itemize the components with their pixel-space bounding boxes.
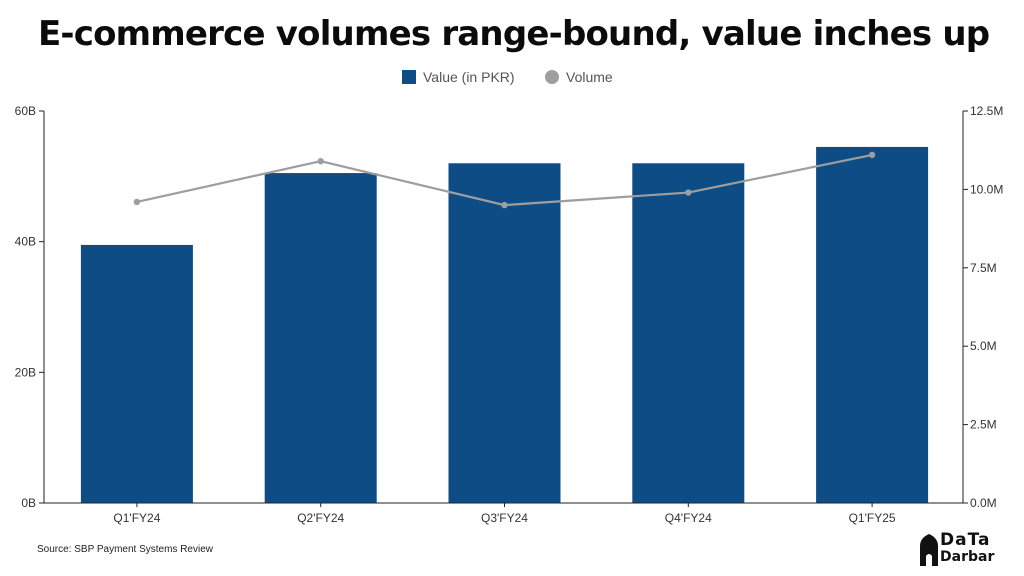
right-tick-label-4: 10.0M [970, 182, 1003, 196]
left-tick-label-2: 40B [15, 235, 36, 249]
right-tick-label-5: 12.5M [970, 104, 1003, 118]
left-tick-label-0: 0B [21, 496, 36, 510]
axes: 0B 20B 40B 60B 0.0M 2.5M 5.0M 7.5M 10.0M 12.5M Q1'… [15, 104, 1004, 525]
volume-point-4 [868, 151, 876, 159]
volume-point-2 [501, 201, 508, 209]
page-title: E-commerce volumes range-bound, value in… [38, 14, 990, 54]
logo-line1: DaTa [940, 530, 991, 550]
legend-label-value: Value (in PKR) [423, 69, 515, 85]
x-tick-label-4: Q1'FY25 [849, 511, 896, 525]
source-note: Source: SBP Payment Systems Review [37, 544, 213, 555]
volume-point-0 [133, 198, 141, 206]
legend-swatch-volume [545, 70, 559, 84]
volume-point-3 [685, 189, 692, 196]
right-tick-label-0: 0.0M [970, 496, 997, 510]
x-tick-label-2: Q3'FY24 [481, 511, 528, 525]
bar-4 [816, 146, 929, 503]
volume-line [133, 151, 876, 209]
bar-2 [448, 163, 561, 503]
logo: DaTa Darbar [918, 530, 994, 570]
house-icon [920, 534, 938, 566]
x-tick-label-0: Q1'FY24 [113, 511, 160, 525]
bar-3 [632, 163, 745, 503]
legend: Value (in PKR) Volume [402, 69, 613, 85]
x-tick-label-1: Q2'FY24 [297, 511, 344, 525]
left-tick-label-1: 20B [15, 365, 36, 379]
bar-0 [80, 244, 193, 503]
bar-1 [264, 173, 377, 504]
legend-swatch-value [402, 70, 416, 84]
right-tick-label-2: 5.0M [970, 339, 997, 353]
x-tick-label-3: Q4'FY24 [665, 511, 712, 525]
logo-line2: Darbar [940, 549, 995, 565]
right-tick-label-3: 7.5M [970, 261, 997, 275]
right-tick-label-1: 2.5M [970, 418, 997, 432]
legend-label-volume: Volume [566, 69, 613, 85]
bars [80, 146, 929, 504]
volume-point-1 [317, 157, 324, 165]
left-tick-label-3: 60B [15, 104, 36, 118]
